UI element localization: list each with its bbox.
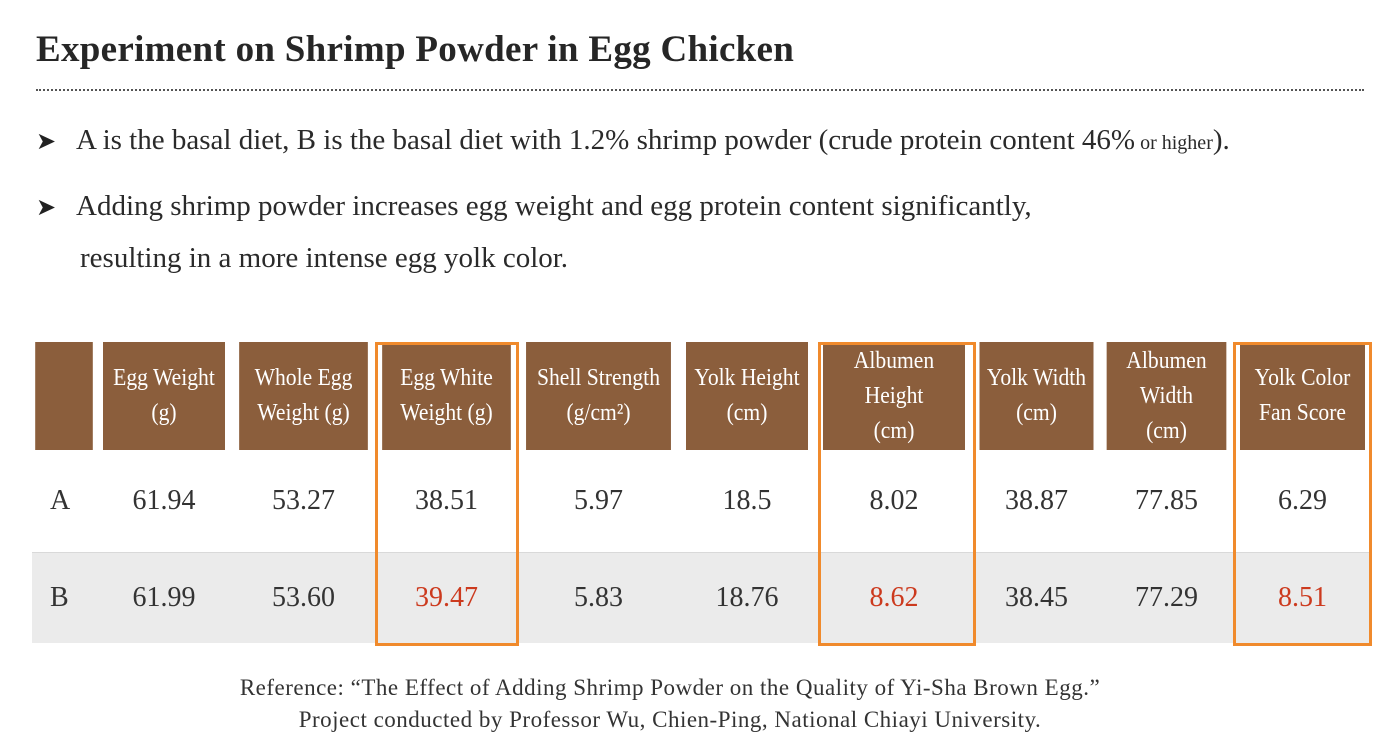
bullet-1-end: ).	[1212, 124, 1230, 156]
bullet-1-text: A is the basal diet, B is the basal diet…	[76, 124, 1136, 156]
cell-whole-egg-weight: 53.60	[232, 552, 375, 643]
cell-yolk-color-fan-score: 6.29	[1233, 450, 1372, 553]
cell-albumen-height: 8.02	[815, 450, 973, 553]
cell-whole-egg-weight: 53.27	[232, 450, 375, 553]
cell-egg-weight: 61.99	[96, 552, 232, 643]
cell-albumen-height-highlight: 8.62	[815, 552, 973, 643]
row-label: A	[32, 450, 96, 553]
bullet-diet-description: ➤ A is the basal diet, B is the basal die…	[36, 124, 1230, 157]
table-row-a: A 61.94 53.27 38.51 5.97 18.5 8.02 38.87…	[32, 450, 1372, 553]
bullet-results-summary: ➤ Adding shrimp powder increases egg weig…	[36, 190, 1032, 223]
results-table: Egg Weight (g) Whole Egg Weight (g) Egg Wh…	[32, 342, 1372, 643]
cell-yolk-height: 18.5	[679, 450, 815, 553]
cell-yolk-width: 38.45	[973, 552, 1100, 643]
table-row-b: B 61.99 53.60 39.47 5.83 18.76 8.62 38.4…	[32, 552, 1372, 643]
reference-line-1: Reference: “The Effect of Adding Shrimp …	[239, 675, 1101, 700]
cell-shell-strength: 5.97	[518, 450, 679, 553]
reference-citation: Reference: “The Effect of Adding Shrimp …	[0, 672, 1340, 736]
header-egg-weight: Egg Weight (g)	[102, 342, 226, 450]
cell-egg-white-weight: 38.51	[375, 450, 518, 553]
table-header-row: Egg Weight (g) Whole Egg Weight (g) Egg Wh…	[32, 342, 1372, 450]
header-empty-cell	[35, 342, 93, 450]
page-title: Experiment on Shrimp Powder in Egg Chick…	[36, 29, 795, 70]
cell-albumen-width: 77.29	[1100, 552, 1233, 643]
cell-egg-white-weight-highlight: 39.47	[375, 552, 518, 643]
cell-egg-weight: 61.94	[96, 450, 232, 553]
reference-line-2: Project conducted by Professor Wu, Chien…	[298, 707, 1042, 732]
cell-yolk-width: 38.87	[973, 450, 1100, 553]
header-whole-egg-weight: Whole Egg Weight (g)	[239, 342, 368, 450]
header-yolk-width: Yolk Width (cm)	[979, 342, 1094, 450]
bullet-2-text-line2: resulting in a more intense egg yolk col…	[80, 242, 569, 274]
cell-yolk-height: 18.76	[679, 552, 815, 643]
dotted-divider	[36, 89, 1364, 91]
cell-albumen-width: 77.85	[1100, 450, 1233, 553]
header-albumen-height: Albumen Height (cm)	[822, 342, 966, 450]
cell-yolk-color-fan-score-highlight: 8.51	[1233, 552, 1372, 643]
arrow-bullet-icon: ➤	[36, 195, 57, 221]
bullet-1-small-text: or higher	[1135, 132, 1213, 154]
header-yolk-color-fan-score: Yolk Color Fan Score	[1239, 342, 1366, 450]
header-albumen-width: Albumen Width (cm)	[1106, 342, 1227, 450]
header-shell-strength: Shell Strength (g/cm²)	[526, 342, 671, 450]
bullet-2-text-line1: Adding shrimp powder increases egg weigh…	[76, 190, 1032, 222]
arrow-bullet-icon: ➤	[36, 129, 57, 155]
header-egg-white-weight: Egg White Weight (g)	[382, 342, 511, 450]
row-label: B	[32, 552, 96, 643]
header-yolk-height: Yolk Height (cm)	[685, 342, 809, 450]
cell-shell-strength: 5.83	[518, 552, 679, 643]
